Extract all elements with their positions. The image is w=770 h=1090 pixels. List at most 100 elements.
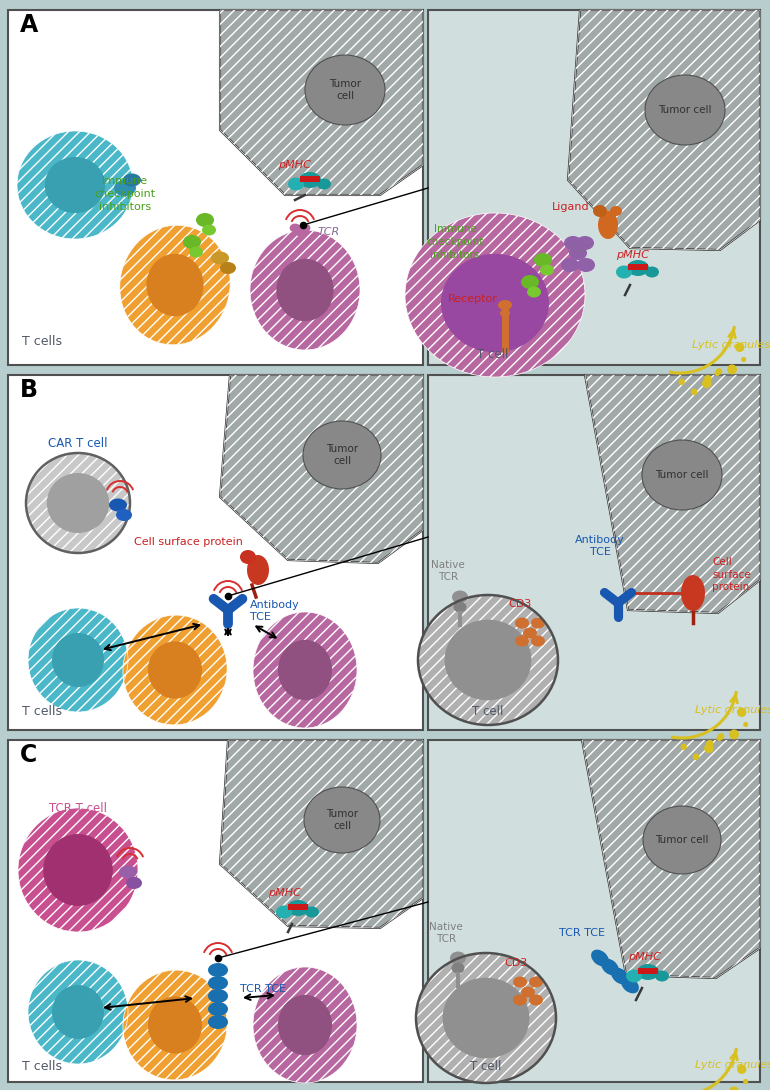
Bar bbox=[8, 10, 423, 365]
Text: Ligand: Ligand bbox=[552, 202, 590, 211]
Ellipse shape bbox=[441, 254, 549, 352]
Ellipse shape bbox=[290, 223, 301, 232]
Text: Lytic granules: Lytic granules bbox=[695, 705, 770, 715]
Ellipse shape bbox=[681, 576, 705, 611]
Bar bbox=[8, 740, 423, 1082]
Circle shape bbox=[737, 707, 746, 717]
Ellipse shape bbox=[454, 602, 467, 613]
Bar bbox=[428, 740, 760, 1082]
Circle shape bbox=[727, 364, 737, 374]
Text: Cell surface protein: Cell surface protein bbox=[133, 537, 243, 547]
Ellipse shape bbox=[529, 977, 543, 988]
Text: Lytic granules: Lytic granules bbox=[695, 1059, 770, 1070]
Text: pMHC: pMHC bbox=[616, 250, 649, 261]
Ellipse shape bbox=[531, 635, 545, 646]
Ellipse shape bbox=[47, 473, 109, 533]
Polygon shape bbox=[220, 375, 423, 564]
Text: TCR T cell: TCR T cell bbox=[49, 802, 107, 815]
Ellipse shape bbox=[637, 964, 659, 980]
Text: Lytic granules: Lytic granules bbox=[692, 340, 770, 350]
Ellipse shape bbox=[515, 618, 529, 629]
Text: B: B bbox=[20, 378, 38, 402]
Ellipse shape bbox=[148, 641, 202, 699]
Ellipse shape bbox=[43, 834, 112, 906]
Circle shape bbox=[702, 378, 711, 388]
Circle shape bbox=[704, 375, 711, 383]
Ellipse shape bbox=[416, 953, 556, 1083]
Ellipse shape bbox=[300, 223, 310, 232]
Circle shape bbox=[715, 371, 720, 376]
Ellipse shape bbox=[601, 958, 619, 976]
Ellipse shape bbox=[304, 787, 380, 853]
Text: CD3: CD3 bbox=[504, 958, 527, 968]
Circle shape bbox=[731, 730, 737, 738]
Circle shape bbox=[729, 729, 739, 739]
Circle shape bbox=[691, 388, 698, 396]
Circle shape bbox=[742, 356, 746, 362]
Text: T cell: T cell bbox=[472, 705, 504, 718]
Ellipse shape bbox=[240, 550, 256, 564]
Circle shape bbox=[704, 743, 714, 753]
Ellipse shape bbox=[444, 620, 531, 700]
Text: TCR TCE: TCR TCE bbox=[559, 928, 605, 938]
Circle shape bbox=[737, 1065, 746, 1074]
Text: T cells: T cells bbox=[22, 705, 62, 718]
Text: Tumor
cell: Tumor cell bbox=[329, 80, 361, 100]
Text: Tumor
cell: Tumor cell bbox=[326, 445, 358, 465]
Text: Receptor: Receptor bbox=[448, 294, 498, 304]
Ellipse shape bbox=[405, 213, 585, 377]
Circle shape bbox=[681, 743, 687, 750]
Ellipse shape bbox=[498, 300, 512, 310]
Ellipse shape bbox=[17, 131, 133, 239]
Ellipse shape bbox=[593, 205, 607, 217]
Text: pMHC: pMHC bbox=[628, 952, 661, 962]
Text: Tumor cell: Tumor cell bbox=[655, 470, 708, 480]
Ellipse shape bbox=[114, 180, 136, 196]
Ellipse shape bbox=[591, 949, 609, 967]
Ellipse shape bbox=[531, 618, 545, 629]
Ellipse shape bbox=[569, 246, 587, 261]
Ellipse shape bbox=[418, 595, 558, 725]
Ellipse shape bbox=[202, 225, 216, 235]
Ellipse shape bbox=[253, 611, 357, 728]
Ellipse shape bbox=[626, 969, 642, 982]
Circle shape bbox=[735, 342, 745, 352]
Ellipse shape bbox=[183, 235, 201, 249]
Ellipse shape bbox=[645, 266, 659, 278]
Ellipse shape bbox=[452, 591, 468, 604]
Bar bbox=[8, 375, 423, 730]
Ellipse shape bbox=[250, 230, 360, 350]
Text: CD3: CD3 bbox=[508, 600, 531, 609]
Circle shape bbox=[693, 753, 699, 760]
Text: Immune
checkpoint
inhibitors: Immune checkpoint inhibitors bbox=[427, 225, 484, 261]
Circle shape bbox=[729, 1087, 739, 1090]
Ellipse shape bbox=[598, 211, 618, 239]
Ellipse shape bbox=[278, 995, 332, 1055]
Ellipse shape bbox=[123, 615, 227, 725]
Ellipse shape bbox=[540, 265, 554, 276]
Text: Tumor
cell: Tumor cell bbox=[326, 809, 358, 831]
Ellipse shape bbox=[513, 994, 527, 1005]
Ellipse shape bbox=[564, 237, 582, 250]
Ellipse shape bbox=[521, 986, 535, 997]
Ellipse shape bbox=[303, 421, 381, 489]
Text: pMHC: pMHC bbox=[278, 160, 311, 170]
Ellipse shape bbox=[527, 287, 541, 298]
Ellipse shape bbox=[119, 865, 137, 879]
Ellipse shape bbox=[529, 994, 543, 1005]
Ellipse shape bbox=[288, 178, 304, 191]
Text: TCR TCE: TCR TCE bbox=[240, 984, 286, 994]
Ellipse shape bbox=[28, 960, 128, 1064]
Circle shape bbox=[716, 736, 721, 741]
Ellipse shape bbox=[148, 996, 202, 1054]
Text: Cell
surface
protein: Cell surface protein bbox=[712, 557, 751, 592]
Text: pMHC: pMHC bbox=[268, 888, 301, 898]
Polygon shape bbox=[220, 740, 423, 928]
Ellipse shape bbox=[208, 962, 228, 977]
Ellipse shape bbox=[253, 967, 357, 1083]
Ellipse shape bbox=[614, 614, 621, 619]
Ellipse shape bbox=[52, 633, 104, 687]
Circle shape bbox=[716, 368, 722, 375]
Ellipse shape bbox=[28, 608, 128, 712]
Ellipse shape bbox=[123, 970, 227, 1080]
